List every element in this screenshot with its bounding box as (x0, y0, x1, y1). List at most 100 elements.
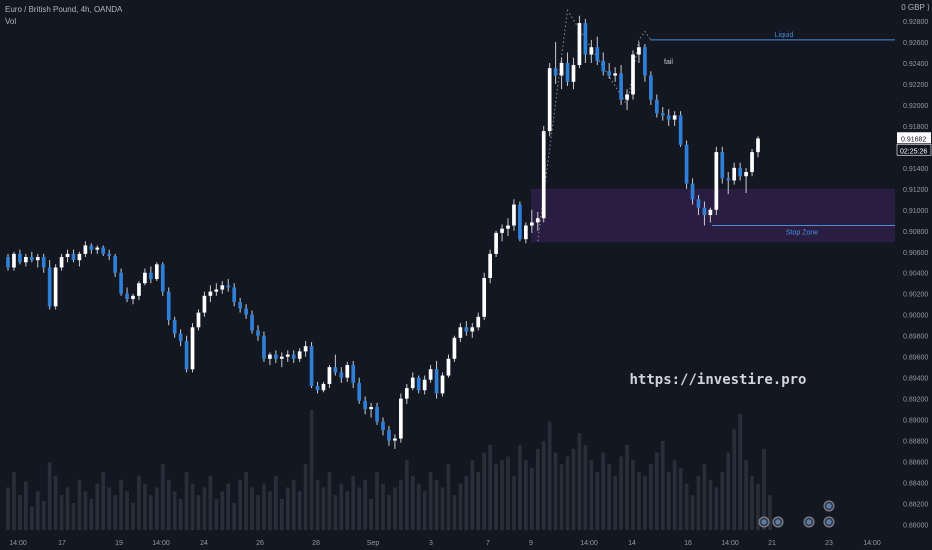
volume-bar (226, 483, 231, 530)
candle-body (166, 291, 171, 320)
volume-bar (684, 483, 689, 530)
volume-bar (321, 487, 326, 530)
volume-label[interactable]: Vol (5, 17, 17, 26)
candle-body (65, 253, 70, 258)
volume-bar (434, 479, 439, 530)
y-tick-label: 0.92000 (903, 103, 928, 110)
symbol-title[interactable]: Euro / British Pound, 4h, OANDA (5, 5, 123, 14)
candle-body (131, 295, 135, 299)
volume-bar (446, 464, 451, 530)
candle-body (369, 407, 373, 410)
candle-body (119, 272, 123, 294)
y-tick-label: 0.88400 (903, 481, 928, 488)
candle-body (6, 257, 10, 268)
event-marker-dot (761, 519, 767, 525)
candle-body (196, 312, 201, 328)
volume-bar (565, 456, 570, 530)
volume-bar (387, 495, 391, 530)
volume-bar (577, 433, 582, 530)
y-tick-label: 0.89000 (903, 418, 928, 425)
candle-body (660, 113, 665, 116)
volume-bar (524, 460, 528, 530)
volume-bar (131, 502, 135, 530)
volume-bar (666, 471, 671, 530)
candle-body (476, 316, 481, 328)
volume-bar (279, 499, 284, 530)
candle-body (339, 372, 344, 378)
volume-bar (232, 502, 237, 530)
y-tick-label: 0.91400 (903, 166, 928, 173)
volume-bar (559, 464, 564, 530)
volume-bar (65, 487, 70, 530)
candle-body (750, 152, 754, 173)
volume-bar (309, 410, 314, 530)
y-tick-label: 0.91200 (903, 187, 928, 194)
volume-bar (720, 471, 725, 530)
volume-bar (529, 468, 534, 530)
candle-body (625, 94, 629, 100)
candle-body (553, 68, 558, 76)
volume-bar (458, 483, 463, 530)
candle-body (190, 327, 195, 370)
volume-bar (77, 479, 82, 530)
volume-bar (595, 471, 600, 530)
candle-body (35, 257, 40, 261)
volume-bar (440, 487, 445, 530)
volume-bar (47, 462, 52, 530)
volume-bar (357, 487, 362, 530)
price-axis-bg (895, 0, 932, 550)
volume-bar (12, 471, 16, 530)
y-tick-label: 0.88200 (903, 502, 928, 509)
currency-menu[interactable]: 0 GBP ⟩ (901, 3, 930, 12)
candle-body (744, 172, 748, 177)
volume-bar (172, 491, 177, 530)
volume-bar (643, 475, 647, 530)
volume-bar (625, 444, 629, 530)
candle-body (720, 152, 725, 179)
candle-body (303, 346, 308, 352)
volume-bar (29, 506, 34, 530)
candle-body (708, 209, 713, 216)
candle-body (77, 253, 82, 261)
volume-bar (315, 479, 320, 530)
volume-bar (333, 495, 338, 530)
volume-bar (541, 440, 546, 530)
candle-body (416, 377, 421, 391)
volume-bar (452, 495, 457, 530)
volume-bar (660, 440, 665, 530)
volume-bar (149, 495, 153, 530)
candle-body (464, 327, 469, 332)
volume-bar (649, 464, 653, 530)
volume-bar (428, 471, 433, 530)
volume-bar (696, 475, 701, 530)
x-tick-label: 14:00 (9, 540, 27, 547)
y-tick-label: 0.89400 (903, 376, 928, 383)
volume-bar (762, 448, 766, 530)
candle-body (24, 257, 28, 263)
candle-body (637, 47, 641, 55)
volume-bar (303, 464, 308, 530)
y-tick-label: 0.88000 (903, 523, 928, 530)
candle-body (595, 47, 600, 61)
candle-body (83, 245, 88, 254)
candle-body (559, 62, 564, 76)
candle-body (333, 367, 338, 373)
candle-body (256, 330, 260, 336)
candle-body (506, 225, 510, 229)
volume-bar (494, 464, 498, 530)
level-label: Liquid (775, 32, 794, 39)
fail-annotation: fail (664, 59, 673, 66)
volume-bar (547, 421, 552, 530)
volume-bar (422, 491, 427, 530)
candle-body (232, 287, 237, 303)
candle-body (238, 302, 242, 309)
volume-bar (363, 479, 367, 530)
candle-body (619, 73, 623, 100)
candle-body (696, 199, 701, 208)
candle-body (607, 71, 612, 76)
candle-body (154, 264, 159, 280)
y-tick-label: 0.91000 (903, 208, 928, 215)
volume-bar (285, 487, 290, 530)
chart-legend: Euro / British Pound, 4h, OANDA Vol (5, 4, 122, 28)
